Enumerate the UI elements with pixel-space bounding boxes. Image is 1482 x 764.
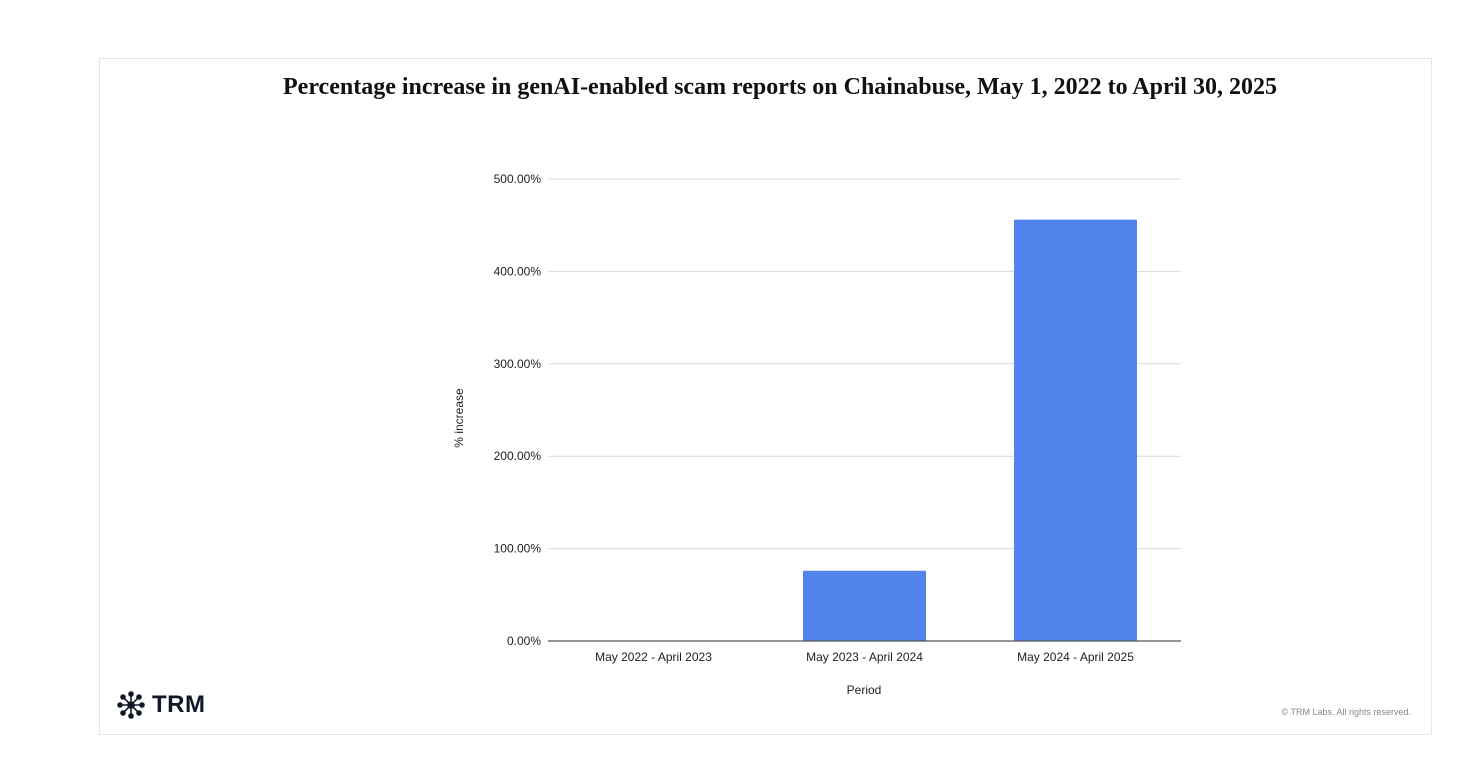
trm-star-icon bbox=[117, 691, 145, 719]
x-tick-label: May 2024 - April 2025 bbox=[1017, 650, 1134, 664]
trm-logo: TRM bbox=[116, 690, 205, 720]
y-tick-label: 200.00% bbox=[494, 449, 542, 463]
y-tick-label: 500.00% bbox=[494, 172, 542, 186]
y-tick-label: 300.00% bbox=[494, 357, 542, 371]
y-tick-label: 0.00% bbox=[507, 634, 541, 648]
bar bbox=[1014, 219, 1137, 641]
y-axis-label: % increase bbox=[452, 388, 466, 448]
y-tick-label: 400.00% bbox=[494, 264, 542, 278]
y-tick-label: 100.00% bbox=[494, 542, 542, 556]
chart-title: Percentage increase in genAI-enabled sca… bbox=[283, 74, 1277, 100]
logo-text: TRM bbox=[152, 691, 206, 718]
x-tick-label: May 2022 - April 2023 bbox=[595, 650, 712, 664]
copyright: © TRM Labs. All rights reserved. bbox=[1281, 707, 1411, 717]
x-tick-label: May 2023 - April 2024 bbox=[806, 650, 923, 664]
bar bbox=[803, 570, 926, 641]
chart-card bbox=[99, 58, 1432, 735]
x-axis-label: Period bbox=[847, 683, 882, 697]
